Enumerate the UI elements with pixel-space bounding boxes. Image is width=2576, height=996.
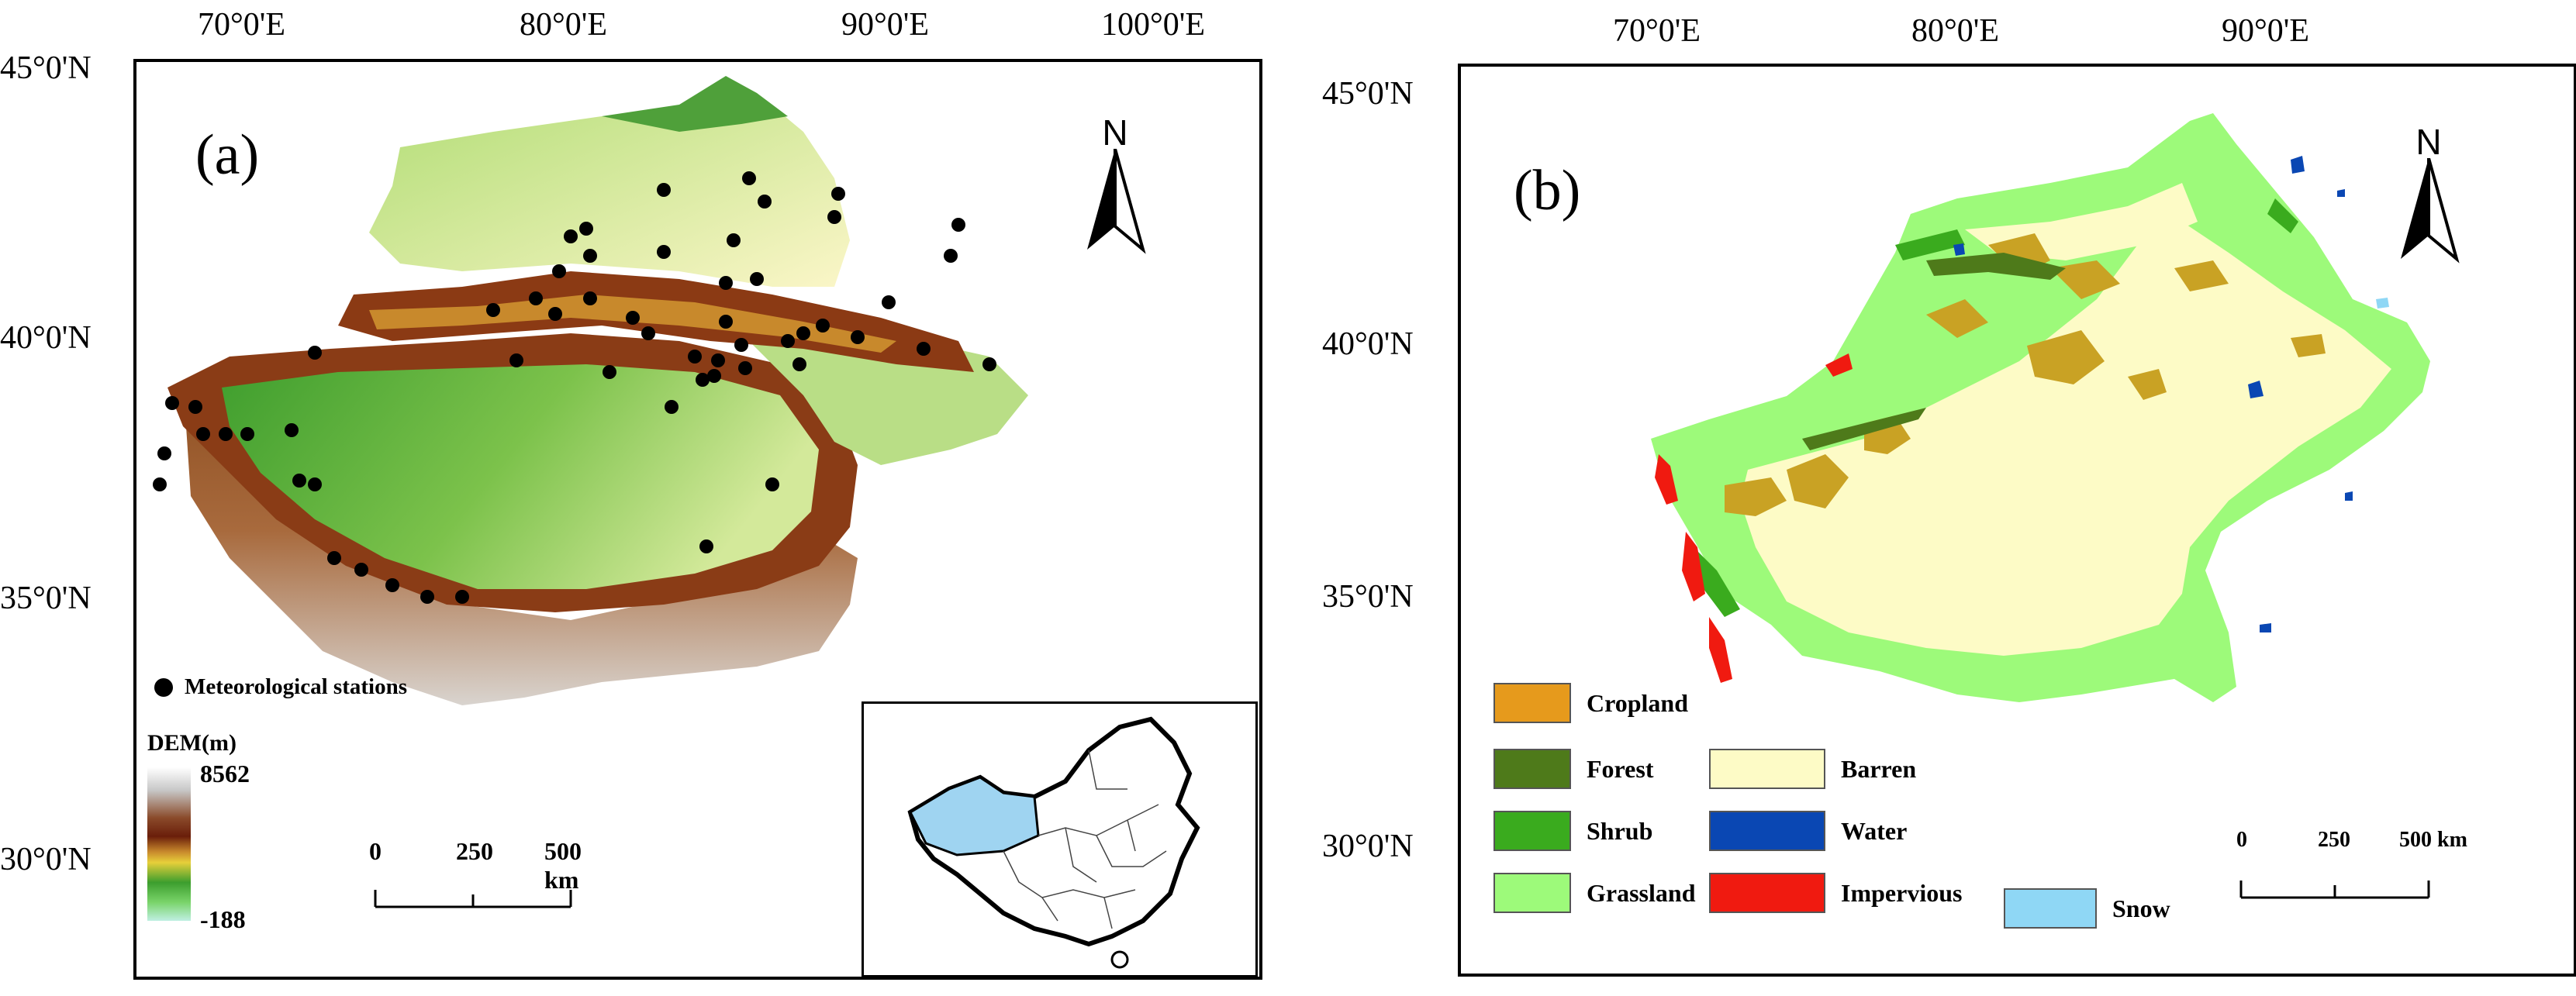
legend-label: Barren [1841, 754, 1917, 783]
legend-label: Forest [1587, 754, 1654, 783]
legend-shrub: Shrub [1493, 811, 1652, 851]
landcover-map [1651, 113, 2430, 702]
legend-label: Shrub [1587, 816, 1653, 845]
scale-bar-b: 0 250 500 km [2236, 828, 2469, 913]
legend-label: Grassland [1587, 878, 1696, 907]
legend-swatch [1709, 873, 1825, 913]
scale-tick-250: 250 [456, 837, 493, 865]
map-frame-a: (a) N Meteorological stations DEM(m) 856… [133, 59, 1262, 980]
lat-tick: 30°0'N [0, 842, 92, 877]
legend-water: Water [1709, 811, 1907, 851]
legend-cropland: Cropland [1493, 683, 1688, 723]
north-arrow-icon [1087, 149, 1146, 254]
lon-tick: 90°0'E [841, 7, 930, 43]
stations-legend: Meteorological stations [152, 674, 407, 700]
dem-min-value: -188 [200, 905, 246, 933]
scale-tick-250: 250 [2318, 828, 2350, 852]
legend-swatch [1493, 811, 1571, 851]
north-arrow-a: N [1084, 112, 1146, 254]
legend-swatch [1709, 811, 1825, 851]
lat-tick: 45°0'N [0, 50, 92, 86]
scale-bar-a: 0 250 500 km [369, 837, 617, 922]
china-outline [907, 716, 1200, 969]
lat-tick: 35°0'N [0, 581, 92, 616]
north-letter: N [2415, 122, 2442, 162]
legend-label: Snow [2112, 894, 2170, 922]
dem-legend-title: DEM(m) [147, 730, 237, 756]
dem-max-value: 8562 [200, 760, 250, 787]
legend-label: Water [1841, 816, 1908, 845]
scale-tick-0: 0 [2236, 828, 2247, 852]
lat-tick: 30°0'N [1322, 829, 1414, 864]
legend-swatch [1493, 683, 1571, 723]
scale-tick-0: 0 [369, 837, 382, 865]
legend-impervious: Impervious [1709, 873, 1962, 913]
north-letter: N [1102, 112, 1128, 153]
legend-barren: Barren [1709, 749, 1916, 789]
scale-tick-500: 500 km [2399, 828, 2467, 852]
scale-tick-500: 500 km [544, 837, 582, 894]
lon-tick: 80°0'E [1911, 13, 2000, 49]
legend-label: Cropland [1587, 688, 1689, 717]
scale-bar-line [2239, 881, 2430, 899]
legend-grassland: Grassland [1493, 873, 1695, 913]
north-arrow-b: N [2398, 121, 2460, 264]
lat-tick: 40°0'N [0, 320, 92, 356]
lon-tick: 70°0'E [1613, 13, 1701, 49]
legend-swatch [2004, 888, 2097, 929]
legend-snow: Snow [2004, 888, 2170, 929]
dem-map [153, 76, 1028, 705]
map-frame-b: (b) N Cropland Forest Shrub Grassland [1458, 64, 2576, 977]
legend-swatch [1493, 749, 1571, 789]
dem-color-ramp [147, 767, 191, 921]
station-dot-icon [154, 677, 173, 697]
north-arrow-icon [2401, 158, 2460, 264]
panel-label-b: (b) [1514, 159, 1581, 222]
panel-label-a: (a) [195, 123, 260, 187]
lat-tick: 40°0'N [1322, 326, 1414, 362]
legend-swatch [1493, 873, 1571, 913]
lon-tick: 100°0'E [1101, 7, 1206, 43]
legend-forest: Forest [1493, 749, 1653, 789]
lon-tick: 80°0'E [520, 7, 608, 43]
stations-legend-label: Meteorological stations [185, 674, 407, 699]
lat-tick: 45°0'N [1322, 76, 1414, 112]
lon-tick: 90°0'E [2222, 13, 2310, 49]
scale-bar-line [374, 890, 572, 908]
lat-tick: 35°0'N [1322, 579, 1414, 615]
legend-swatch [1709, 749, 1825, 789]
inset-china-map [862, 701, 1258, 977]
lon-tick: 70°0'E [198, 7, 286, 43]
legend-label: Impervious [1841, 878, 1963, 907]
